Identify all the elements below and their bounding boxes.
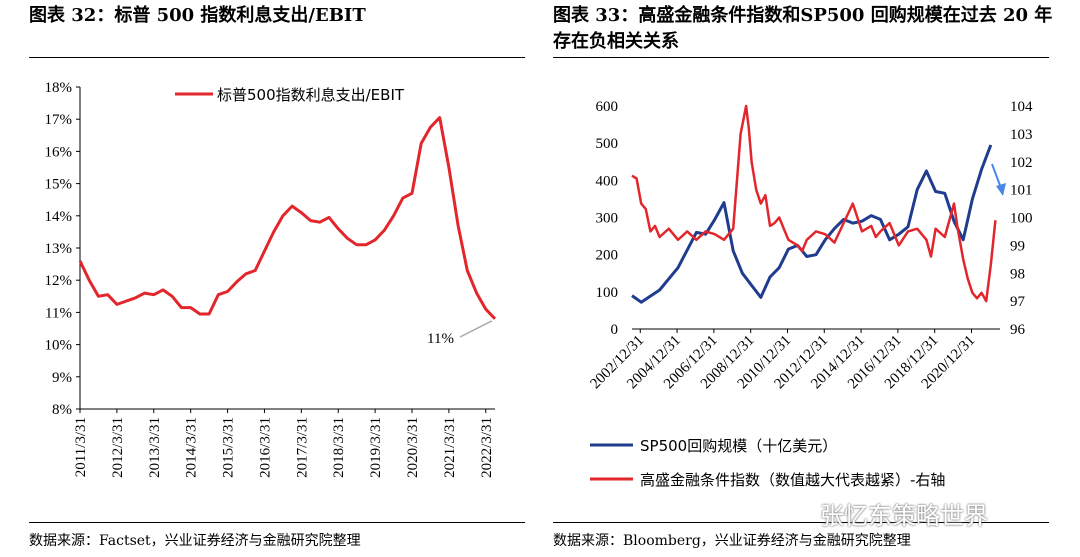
left-title-rule (29, 57, 525, 58)
right-left-y-tick-label: 100 (596, 285, 619, 301)
right-left-y-tick-label: 500 (596, 136, 619, 152)
right-right-y-tick-label: 103 (1010, 127, 1033, 143)
left-y-tick-label: 8% (52, 402, 72, 418)
right-fci-line (631, 104, 997, 303)
left-x-tick-label: 2019/3/31 (368, 417, 384, 478)
right-left-y-tick-label: 200 (596, 248, 619, 264)
right-chart-source: 数据来源：Bloomberg，兴业证券经济与金融研究院整理 (553, 533, 911, 549)
watermark: 张忆东策略世界 (820, 502, 988, 530)
right-legend-label-fci: 高盛金融条件指数（数值越大代表越紧）-右轴 (640, 471, 945, 489)
left-x-tick-label: 2013/3/31 (147, 417, 163, 478)
left-series-line (78, 116, 497, 320)
left-annotation-leader (459, 320, 493, 338)
right-right-y-tick-label: 99 (1010, 238, 1025, 254)
right-source-rule (553, 522, 1049, 523)
right-left-y-tick-label: 0 (611, 322, 619, 338)
right-right-y-tick-label: 100 (1010, 211, 1033, 227)
right-buyback-line (631, 144, 993, 304)
right-right-y-tick-label: 101 (1010, 183, 1033, 199)
left-y-tick-label: 12% (45, 273, 73, 289)
left-source-rule (29, 522, 525, 523)
left-x-tick-label: 2014/3/31 (184, 417, 200, 478)
right-right-y-tick-label: 102 (1010, 155, 1033, 171)
left-x-tick-label: 2022/3/31 (479, 417, 495, 478)
left-legend-label: 标普500指数利息支出/EBIT (217, 86, 405, 104)
left-chart-title: 图表 32：标普 500 指数利息支出/EBIT (29, 5, 366, 26)
left-x-tick-label: 2015/3/31 (221, 417, 237, 478)
right-right-y-tick-label: 104 (1010, 99, 1033, 115)
right-title-rule (553, 57, 1049, 58)
right-right-y-tick-label: 98 (1010, 266, 1025, 282)
right-arrow-head (996, 183, 1006, 196)
left-annotation-label: 11% (427, 331, 454, 347)
right-right-y-tick-label: 96 (1010, 322, 1026, 338)
left-x-tick-label: 2021/3/31 (442, 417, 458, 478)
left-y-tick-label: 11% (45, 305, 72, 321)
left-x-tick-label: 2018/3/31 (331, 417, 347, 478)
right-right-y-tick-label: 97 (1010, 294, 1026, 310)
right-left-y-tick-label: 400 (596, 173, 619, 189)
left-y-tick-label: 17% (45, 112, 73, 128)
left-y-tick-label: 15% (45, 177, 73, 193)
left-y-tick-label: 16% (45, 144, 73, 160)
left-y-tick-label: 9% (52, 370, 72, 386)
left-y-tick-label: 18% (45, 80, 73, 96)
left-y-tick-label: 14% (45, 209, 73, 225)
left-x-tick-label: 2017/3/31 (294, 417, 310, 478)
right-chart-title: 图表 33：高盛金融条件指数和SP500 回购规模在过去 20 年存在负相关关系 (553, 5, 1053, 52)
left-chart-source: 数据来源：Factset，兴业证券经济与金融研究院整理 (29, 533, 361, 549)
left-y-tick-label: 13% (45, 241, 73, 257)
right-legend-label-buyback: SP500回购规模（十亿美元） (640, 437, 837, 455)
right-left-y-tick-label: 600 (596, 99, 619, 115)
right-arrow-shaft (991, 163, 1002, 189)
left-x-tick-label: 2012/3/31 (110, 417, 126, 478)
left-x-tick-label: 2016/3/31 (257, 417, 273, 478)
left-x-tick-label: 2020/3/31 (405, 417, 421, 478)
right-left-y-tick-label: 300 (596, 211, 619, 227)
left-x-tick-label: 2011/3/31 (73, 417, 89, 477)
left-y-tick-label: 10% (45, 338, 73, 354)
